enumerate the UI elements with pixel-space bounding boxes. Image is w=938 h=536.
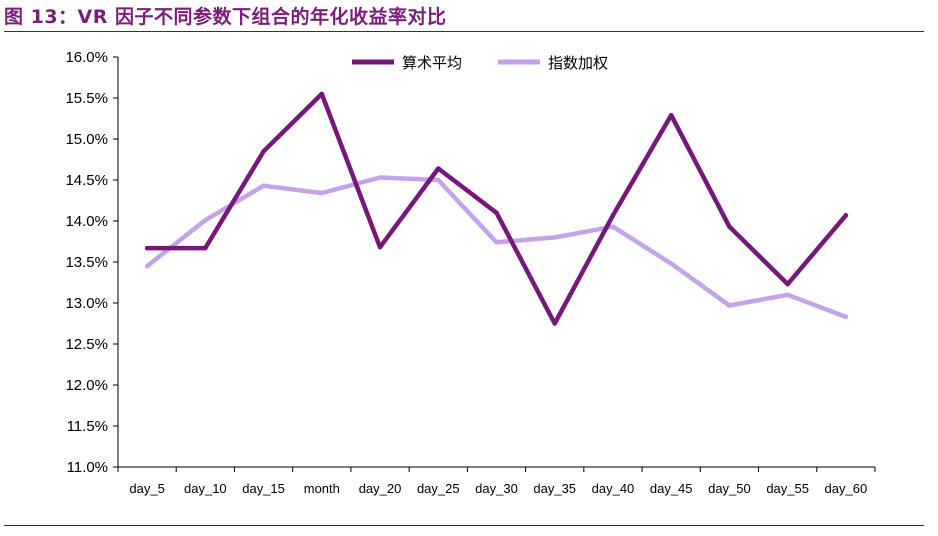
y-tick-label: 15.5% <box>65 90 108 107</box>
legend-label-0: 算术平均 <box>402 54 462 72</box>
data-point-series-1 <box>727 303 731 307</box>
data-point-series-0 <box>844 213 848 217</box>
chart-legend: 算术平均 指数加权 <box>352 54 608 72</box>
x-tick-label: day_15 <box>242 481 285 496</box>
chart-axes: 11.0% 11.5% 12.0% 12.5% 13.0% 13.5% 14.0% 14.5%… <box>65 49 875 496</box>
data-point-series-1 <box>378 175 382 179</box>
x-tick-label: day_45 <box>650 481 693 496</box>
y-tick-label: 12.0% <box>65 377 108 394</box>
data-point-series-1 <box>669 261 673 265</box>
data-point-series-0 <box>785 282 789 286</box>
y-tick-label: 14.0% <box>65 213 108 230</box>
legend-label-1: 指数加权 <box>548 54 608 72</box>
data-point-series-0 <box>436 166 440 170</box>
data-point-series-1 <box>145 264 149 268</box>
data-point-series-1 <box>320 191 324 195</box>
series-line-0 <box>147 94 846 324</box>
data-point-series-1 <box>553 235 557 239</box>
data-point-series-1 <box>436 178 440 182</box>
data-point-series-0 <box>203 246 207 250</box>
x-tick-label: day_5 <box>129 481 164 496</box>
data-point-series-0 <box>669 113 673 117</box>
x-tick-label: day_20 <box>359 481 402 496</box>
data-point-series-0 <box>727 225 731 229</box>
y-tick-label: 13.0% <box>65 295 108 312</box>
data-point-series-1 <box>611 225 615 229</box>
bottom-rule <box>4 525 924 526</box>
data-point-series-1 <box>261 184 265 188</box>
y-tick-label: 16.0% <box>65 49 108 66</box>
x-tick-label: day_55 <box>766 481 809 496</box>
x-tick-label: day_25 <box>417 481 460 496</box>
series-line-1 <box>147 178 846 317</box>
data-point-series-0 <box>320 92 324 96</box>
x-tick-label: day_50 <box>708 481 751 496</box>
x-tick-label: month <box>304 481 340 496</box>
x-tick-label: day_40 <box>592 481 635 496</box>
y-tick-label: 12.5% <box>65 336 108 353</box>
x-tick-label: day_60 <box>825 481 868 496</box>
data-point-series-1 <box>785 293 789 297</box>
data-point-series-0 <box>553 321 557 325</box>
data-point-series-0 <box>261 149 265 153</box>
chart-series <box>145 92 848 326</box>
y-tick-label: 11.0% <box>67 459 108 476</box>
data-point-series-1 <box>494 240 498 244</box>
data-point-series-0 <box>378 245 382 249</box>
y-tick-label: 15.0% <box>65 131 108 148</box>
y-tick-label: 11.5% <box>67 418 108 435</box>
data-point-series-0 <box>494 211 498 215</box>
x-tick-label: day_30 <box>475 481 518 496</box>
y-tick-label: 14.5% <box>65 172 108 189</box>
x-tick-label: day_10 <box>184 481 227 496</box>
data-point-series-0 <box>145 246 149 250</box>
data-point-series-1 <box>203 218 207 222</box>
data-point-series-0 <box>611 213 615 217</box>
data-point-series-1 <box>844 315 848 319</box>
x-tick-label: day_35 <box>533 481 576 496</box>
y-tick-label: 13.5% <box>65 254 108 271</box>
